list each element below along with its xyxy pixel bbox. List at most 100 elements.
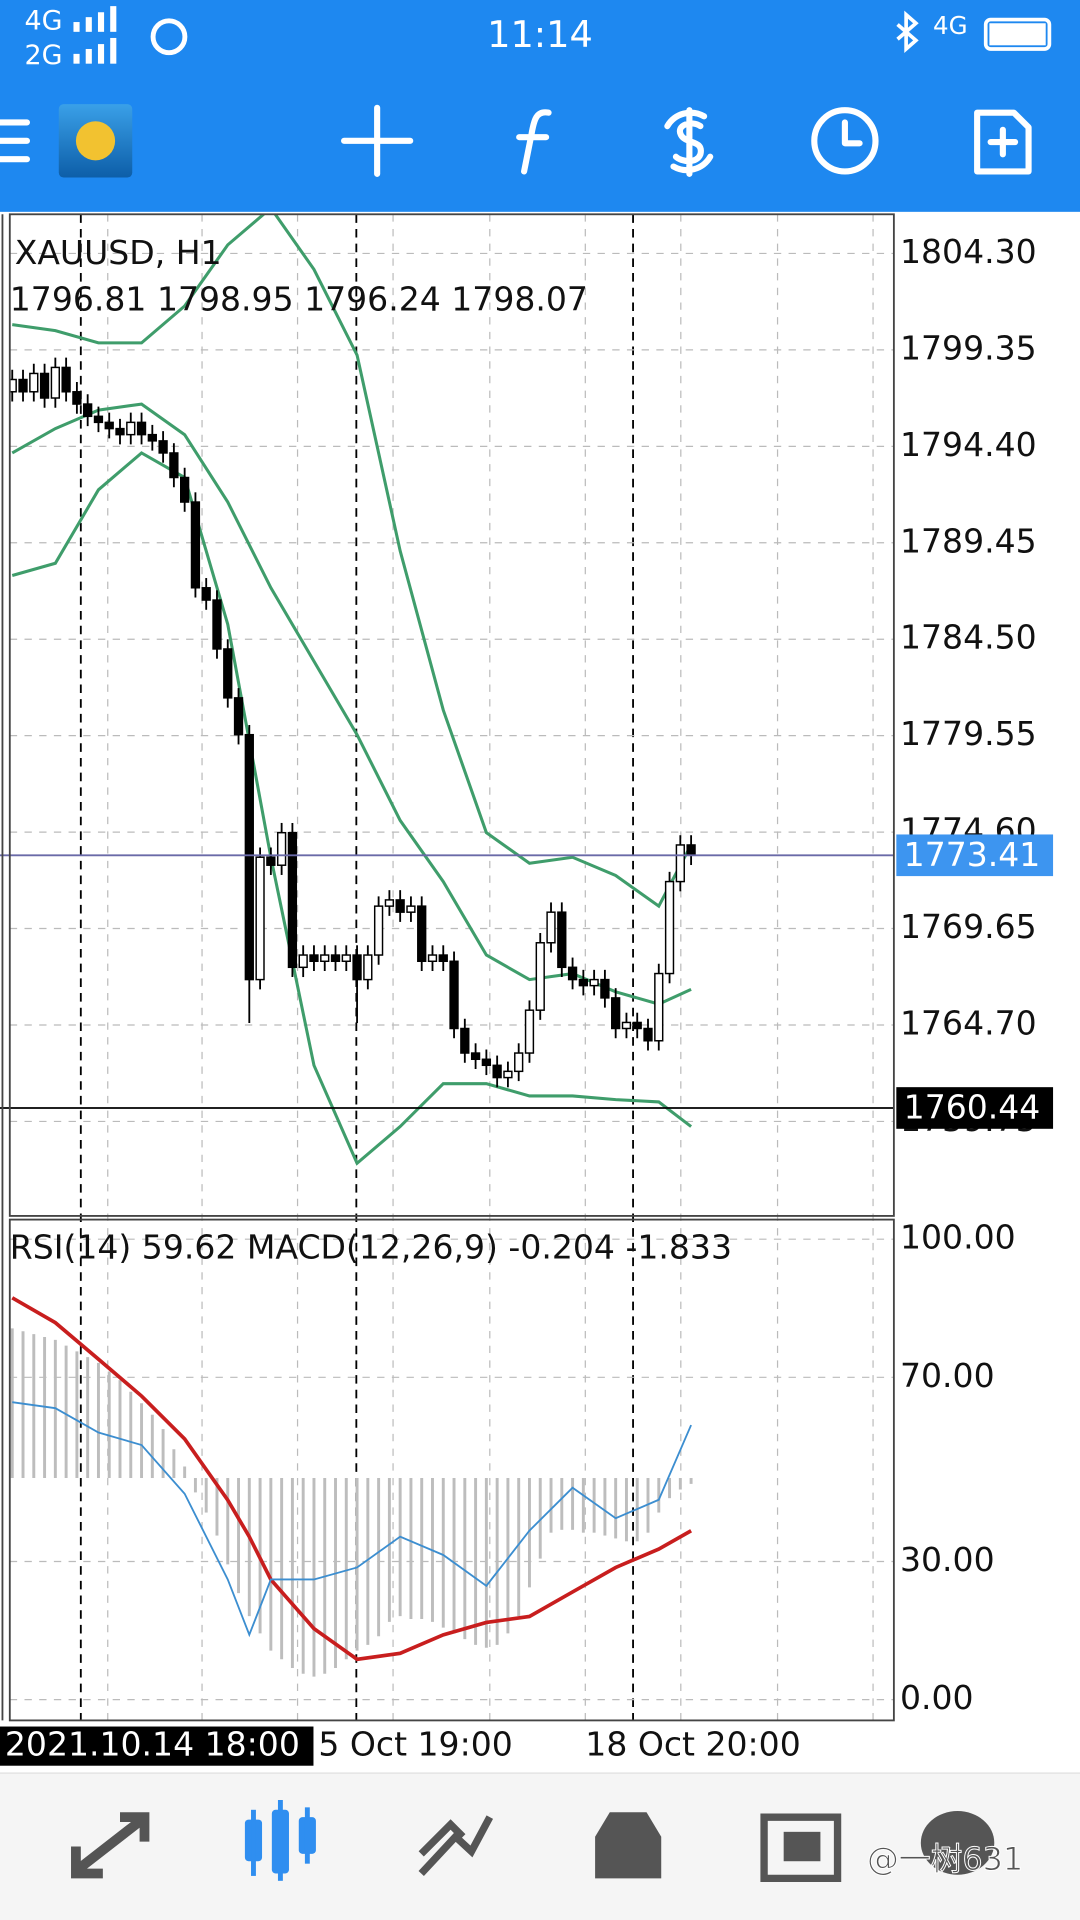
candle-body [201, 587, 211, 601]
network-label: 2G [24, 40, 62, 71]
candle-body [39, 372, 50, 399]
macd-signal-line [11, 1296, 693, 1662]
candle-body [212, 599, 222, 650]
signal-icon [73, 6, 117, 64]
candle-body [417, 905, 427, 963]
network-label: 4G [933, 11, 968, 40]
candle-body [115, 427, 125, 436]
symbol-label: XAUUSD, H1 [15, 233, 222, 272]
quotes-tab[interactable] [71, 1812, 150, 1879]
crosshair-button[interactable] [341, 104, 414, 177]
candle-body [460, 1027, 470, 1054]
candle-body [567, 966, 578, 981]
network-label: 4G [24, 6, 62, 37]
history-tab[interactable] [595, 1812, 662, 1879]
indicator-plot [9, 1238, 894, 1701]
candle-body [675, 844, 685, 883]
candle-body [643, 1027, 653, 1042]
candle-body [524, 1009, 535, 1054]
y-tick-label: 1764.70 [900, 1003, 1037, 1042]
candle-body [190, 501, 201, 589]
ohlc-label: 1796.81 1798.95 1796.24 1798.07 [10, 280, 588, 319]
indicators-button[interactable] [516, 109, 552, 175]
candle-body [395, 899, 405, 913]
candle-body [654, 972, 664, 1042]
trade-button[interactable] [664, 107, 714, 177]
candle-body [126, 421, 136, 436]
chart-frame [1, 213, 895, 1722]
candle-body [244, 733, 254, 981]
candle-body [83, 403, 93, 418]
candle-body [686, 844, 696, 857]
price-plot [9, 214, 894, 1166]
candle-body [352, 954, 362, 981]
candle-body [158, 440, 168, 454]
candle-body [492, 1064, 502, 1079]
history-button[interactable] [811, 107, 879, 175]
chart-layer: 1804.30 1799.35 1794.40 1789.45 1784.50 1779.… [0, 214, 1054, 1766]
level-label: 1760.44 [904, 1088, 1041, 1127]
candle-body [427, 954, 438, 963]
candle-body [632, 1021, 642, 1030]
candle-body [233, 697, 244, 736]
candle-body [276, 831, 287, 866]
y-tick-label: 1769.65 [900, 907, 1037, 946]
candle-body [298, 954, 308, 969]
candle-body [557, 911, 567, 969]
candle-body [50, 366, 61, 399]
history-hands [841, 119, 863, 147]
y-tick-label: 1789.45 [900, 521, 1037, 560]
candle-body [470, 1052, 481, 1061]
candle-body [664, 880, 675, 975]
candle-body [384, 899, 395, 907]
x-tick-label: 18 Oct 20:00 [585, 1725, 800, 1764]
candle-body [535, 942, 545, 1011]
y-tick-label: 0.00 [900, 1678, 974, 1717]
candle-body [266, 856, 276, 866]
candle-body [330, 954, 341, 963]
news-tab[interactable] [760, 1813, 842, 1883]
candle-body [104, 421, 114, 430]
candle-body [147, 433, 157, 442]
candle-body [503, 1070, 513, 1079]
bluetooth-icon [896, 10, 919, 54]
bid-label-box [896, 834, 1054, 877]
candle-body [287, 831, 298, 969]
candle-body [578, 978, 589, 987]
chart-tab[interactable] [244, 1800, 316, 1881]
news-tab-mark [783, 1831, 821, 1862]
bollinger-band [11, 402, 692, 1006]
battery-level [989, 23, 1046, 46]
candle-body [589, 978, 599, 987]
candle-body [136, 421, 147, 436]
messages-tab[interactable] [920, 1811, 995, 1875]
app-icon-mark [75, 121, 116, 161]
candle-body [93, 415, 104, 424]
x-tick-label: 5 Oct 19:00 [318, 1725, 512, 1764]
candle-body [406, 905, 416, 913]
menu-button[interactable] [0, 119, 30, 163]
y-tick-label: 1779.55 [900, 714, 1037, 753]
candle-body [180, 476, 190, 503]
candle-body [9, 378, 17, 393]
candle-body [320, 954, 330, 963]
status-icon [150, 18, 188, 56]
candle-body [341, 954, 351, 963]
rsi-line [12, 1401, 692, 1638]
indicator-label: RSI(14) 59.62 MACD(12,26,9) -0.204 -1.83… [10, 1227, 732, 1266]
vertical-grid [107, 214, 874, 1721]
candle-body [72, 391, 82, 405]
candle-body [223, 648, 233, 699]
candle-body [61, 366, 71, 393]
candle-body [514, 1052, 524, 1073]
trade-tab[interactable] [418, 1815, 494, 1876]
candle-body [373, 905, 384, 956]
candle-body [29, 372, 39, 393]
candle-body [255, 856, 265, 981]
x-tick-label: 2021.10.14 18:00 [5, 1725, 300, 1764]
clock: 11:14 [487, 13, 593, 56]
bollinger-band [11, 451, 693, 1166]
new-order-button[interactable] [974, 109, 1032, 175]
candle-body [621, 1021, 632, 1030]
